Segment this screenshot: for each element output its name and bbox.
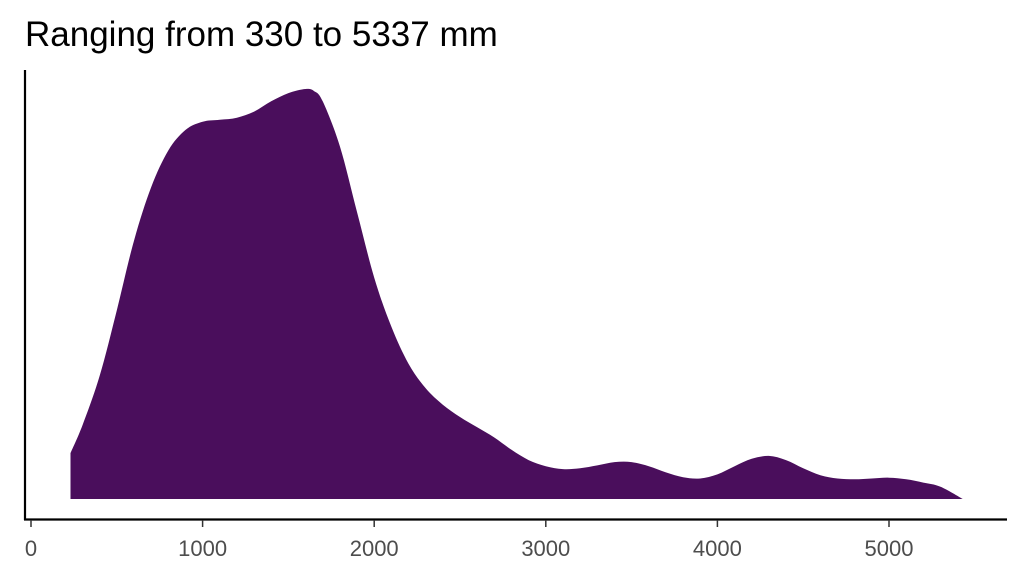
x-tick-label: 3000 (521, 536, 570, 561)
x-axis-ticks: 0 1000 2000 3000 4000 5000 (25, 520, 914, 561)
density-area (70, 88, 963, 499)
x-tick-label: 1000 (178, 536, 227, 561)
x-tick-label: 2000 (350, 536, 399, 561)
plot-area (70, 88, 963, 499)
x-tick-label: 0 (25, 536, 37, 561)
chart-title: Ranging from 330 to 5337 mm (25, 15, 498, 54)
x-tick-label: 4000 (693, 536, 742, 561)
x-tick-label: 5000 (865, 536, 914, 561)
